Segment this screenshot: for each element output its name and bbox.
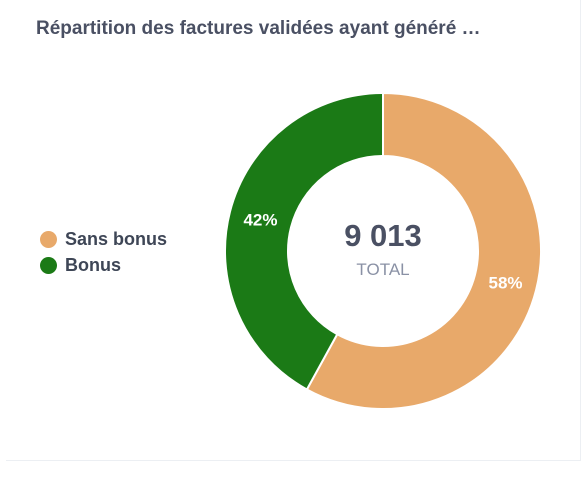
pct-label-bonus: 42% (243, 211, 277, 230)
legend-label-bonus: Bonus (65, 254, 121, 275)
legend-item-bonus[interactable]: Bonus (40, 252, 167, 278)
chart-legend: Sans bonus Bonus (40, 226, 167, 278)
percent-labels: 58% 42% (243, 211, 522, 293)
legend-label-sans-bonus: Sans bonus (65, 228, 168, 249)
pct-label-sans-bonus: 58% (489, 273, 523, 292)
donut-slices (224, 91, 542, 410)
chart-title: Répartition des factures validées ayant … (36, 18, 481, 39)
total-value: 9 013 (344, 218, 422, 253)
total-label: TOTAL (356, 260, 409, 279)
legend-item-sans-bonus[interactable]: Sans bonus (40, 226, 167, 252)
legend-swatch-bonus (40, 256, 57, 274)
slice-bonus[interactable] (224, 91, 384, 391)
slice-sans-bonus[interactable] (305, 91, 542, 410)
legend-swatch-sans-bonus (40, 230, 57, 248)
